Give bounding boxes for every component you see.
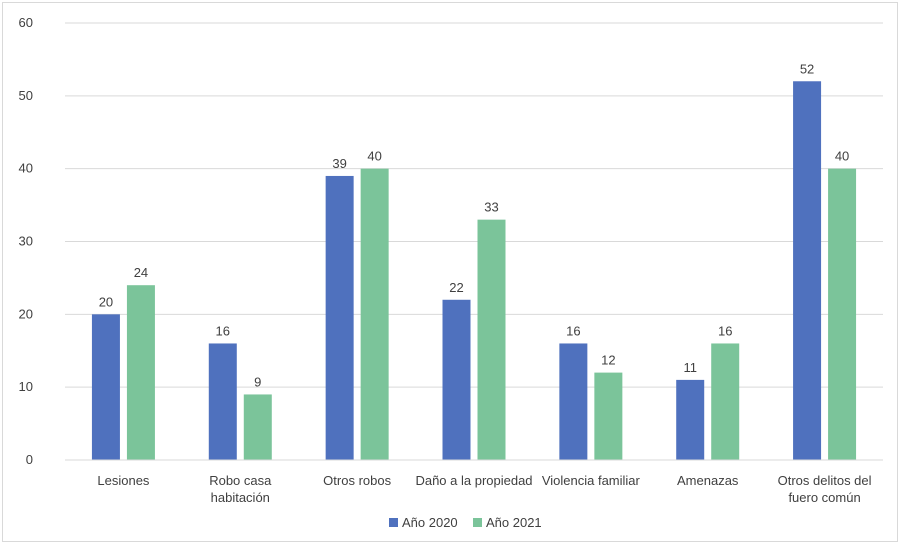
y-tick-label: 30	[19, 234, 33, 249]
bar	[360, 168, 389, 460]
legend-label: Año 2020	[402, 515, 458, 530]
x-tick-label: habitación	[211, 490, 270, 505]
y-tick-label: 20	[19, 306, 33, 321]
bar	[243, 394, 272, 460]
y-tick-label: 50	[19, 88, 33, 103]
bar	[828, 168, 857, 460]
bar	[208, 343, 237, 460]
y-tick-label: 60	[19, 15, 33, 30]
bar	[126, 285, 155, 460]
x-tick-label: Lesiones	[97, 473, 150, 488]
y-tick-label: 40	[19, 161, 33, 176]
data-label: 9	[254, 374, 261, 389]
x-tick-label: Otros robos	[323, 473, 391, 488]
x-tick-label: Otros delitos del	[778, 473, 872, 488]
x-tick-label: Violencia familiar	[542, 473, 641, 488]
data-label: 16	[718, 323, 732, 338]
x-tick-label: Amenazas	[677, 473, 739, 488]
bar	[325, 175, 354, 460]
data-label: 24	[134, 265, 148, 280]
legend-swatch	[473, 518, 482, 527]
bar	[711, 343, 740, 460]
data-label: 11	[683, 360, 697, 375]
legend-swatch	[389, 518, 398, 527]
bar	[559, 343, 588, 460]
y-tick-label: 10	[19, 379, 33, 394]
bar	[91, 314, 120, 460]
bar	[442, 299, 471, 460]
data-label: 40	[367, 149, 381, 164]
y-tick-label: 0	[26, 452, 33, 467]
data-label: 20	[99, 294, 113, 309]
bar-chart: 0 10 20 30 40 50 60 20 24 Lesiones 16 9 Robo casa hab…	[19, 15, 883, 530]
data-label: 16	[566, 323, 580, 338]
data-label: 22	[449, 280, 463, 295]
x-tick-label: Robo casa	[209, 473, 272, 488]
data-label: 33	[484, 200, 498, 215]
bar	[676, 379, 705, 460]
bar	[594, 372, 623, 460]
bar	[477, 219, 506, 460]
x-tick-label: fuero común	[788, 490, 860, 505]
data-label: 12	[601, 353, 615, 368]
bar	[793, 81, 822, 461]
data-label: 40	[835, 149, 849, 164]
chart-frame: 0 10 20 30 40 50 60 20 24 Lesiones 16 9 Robo casa hab…	[2, 2, 898, 542]
data-label: 52	[800, 61, 814, 76]
legend-label: Año 2021	[486, 515, 542, 530]
data-label: 16	[216, 323, 230, 338]
x-tick-label: Daño a la propiedad	[415, 473, 532, 488]
data-label: 39	[332, 156, 346, 171]
